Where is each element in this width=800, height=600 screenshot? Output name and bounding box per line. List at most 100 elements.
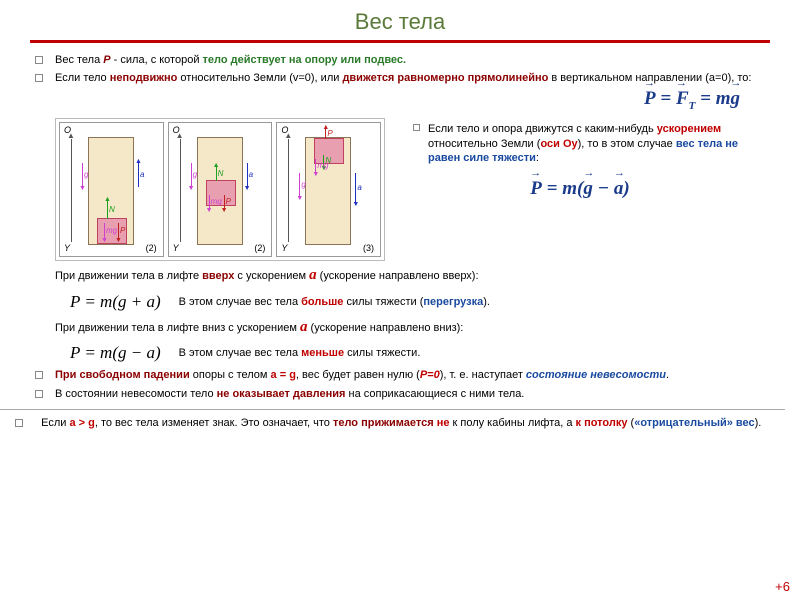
t: a = g [271,369,296,381]
t: тело прижимается [333,417,437,429]
text: В состоянии невесомости тело не оказывае… [55,387,765,401]
g-arrow: g [82,163,88,187]
t: ), то в этом случае [578,138,676,150]
t: силы тяжести ( [343,296,423,308]
text: При свободном падении опоры с телом a = … [55,368,765,382]
elevator [305,137,351,245]
t: не оказывает давления [217,388,346,400]
t: (ускорение направлено вверх): [317,270,479,282]
n-arrow: N [107,201,115,219]
t: , вес будет равен нулю ( [296,369,420,381]
divider [0,409,785,410]
t: меньше [301,347,344,359]
axis-line [71,139,72,242]
axis-line [288,139,289,242]
t: : [536,152,539,164]
axis-y: Y [173,243,179,255]
t: больше [301,296,343,308]
a-arrow: a [355,173,361,203]
diagram-1: O Y g a N mg P (2) [59,122,164,257]
t: При движении тела в лифте вниз с ускорен… [55,322,300,334]
t: ускорением [657,123,721,135]
eq-dn-row: P = m(g − a) В этом случае вес тела мень… [70,342,765,364]
line-down: При движении тела в лифте вниз с ускорен… [55,318,765,338]
t: ). [483,296,490,308]
bullet-icon [35,56,43,64]
t: неподвижно [110,72,178,84]
t: оси Oy [540,138,577,150]
diagram-3: O Y g a P N mg (3) [276,122,381,257]
t: В этом случае вес тела [179,296,302,308]
t: Если тело и опора движутся с каким-нибуд… [428,123,657,135]
a-var: a [309,267,317,283]
t: Вес тела [55,54,103,66]
t: движется равномерно прямолинейно [342,72,548,84]
diagram-2: O Y g a N mg P (2) [168,122,273,257]
t: В этом случае вес тела [179,347,302,359]
t: При движении тела в лифте [55,270,202,282]
t: ), т. е. наступает [440,369,526,381]
n-arrow: N [216,167,224,181]
eq-up-row: P = m(g + a) В этом случае вес тела боль… [70,291,765,313]
t: ). [755,417,762,429]
t: В состоянии невесомости тело [55,388,217,400]
mid-section: O Y g a N mg P (2) O Y [55,118,765,261]
content: Вес тела P - сила, с которой тело действ… [0,53,800,431]
text: Если тело неподвижно относительно Земли … [55,71,765,85]
text: Вес тела P - сила, с которой тело действ… [55,53,765,67]
t: Если [41,417,69,429]
diag-num: (3) [363,243,374,255]
bullet-icon [35,371,43,379]
t: на соприкасающиеся с ними тела. [345,388,524,400]
t: При [55,369,79,381]
t: - сила, с которой [111,54,203,66]
t: , то вес тела изменяет знак. Это означае… [95,417,333,429]
bullet-icon [35,390,43,398]
bullet-icon [413,124,420,131]
diag-num: (2) [254,243,265,255]
t: опоры с телом [190,369,271,381]
t: P=0 [420,369,440,381]
a-arrow: a [138,163,144,187]
t: к полу кабины лифта, а [449,417,575,429]
t: состояние невесомости [526,369,666,381]
p-arrow: P [325,129,332,139]
formula-1: P = FT = mg [55,87,740,113]
g-arrow: g [191,163,197,187]
bullet-weightless: В состоянии невесомости тело не оказывае… [55,387,765,401]
t: . [666,369,669,381]
t: с ускорением [234,270,309,282]
t: Если тело [55,72,110,84]
right-column: Если тело и опора движутся с каким-нибуд… [395,118,765,202]
p-arrow: P [118,223,125,239]
bullet-freefall: При свободном падении опоры с телом a = … [55,368,765,382]
title-rule [30,40,770,43]
t: перегрузка [423,296,483,308]
mg-arrow: mg [315,159,328,173]
bullet-intro2: Если тело неподвижно относительно Земли … [55,71,765,85]
formula-2: P = m(g − a) [395,177,765,202]
axis-y: Y [64,243,70,255]
bullet-icon [15,419,23,427]
t: «отрицательный» вес [634,417,754,429]
line-up: При движении тела в лифте вверх с ускоре… [55,266,765,286]
text: Если тело и опора движутся с каким-нибуд… [428,122,765,165]
eq-dn-text: В этом случае вес тела меньше силы тяжес… [179,346,421,360]
axis-y: Y [281,243,287,255]
g-arrow: g [299,173,305,197]
eq-up-text: В этом случае вес тела больше силы тяжес… [179,295,490,309]
a-var: a [300,319,308,335]
t: a > g [69,417,94,429]
t: к потолку [576,417,628,429]
t: свободном падении [79,369,189,381]
t: вверх [202,270,234,282]
t: силы тяжести. [344,347,420,359]
t: (ускорение направлено вниз): [308,322,464,334]
t: тело действует на опору или подвес. [203,54,407,66]
t: относительно Земли (v=0), или [177,72,342,84]
bullet-intro1: Вес тела P - сила, с которой тело действ… [55,53,765,67]
bullet-negative: Если a > g, то вес тела изменяет знак. Э… [35,416,765,430]
elevator [197,137,243,245]
page-number: +6 [775,579,790,596]
diag-num: (2) [146,243,157,255]
